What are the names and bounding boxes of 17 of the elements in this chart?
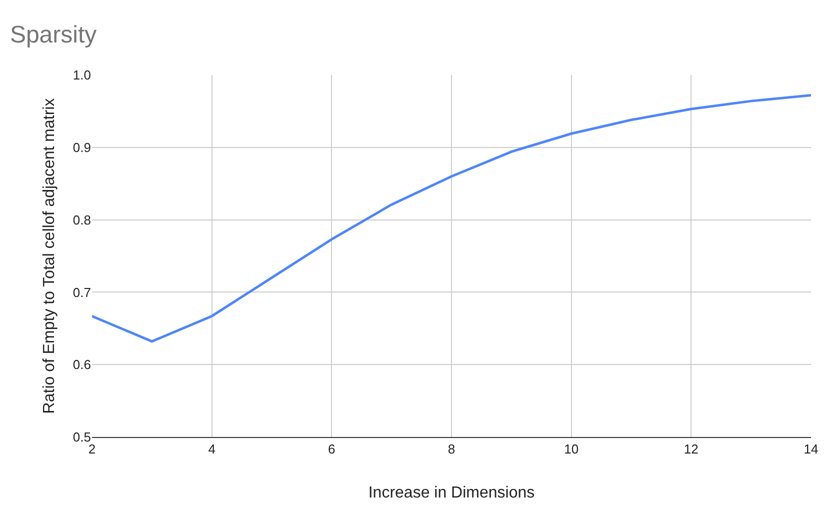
chart-title: Sparsity <box>10 21 97 48</box>
x-tick-label: 4 <box>208 442 216 457</box>
line-series <box>92 94 811 343</box>
x-tick-label: 14 <box>804 442 818 457</box>
y-tick-label: 0.6 <box>72 357 91 372</box>
y-tick-label: 1.0 <box>72 68 91 83</box>
y-tick-label: 0.9 <box>72 140 91 155</box>
x-axis-title: Increase in Dimensions <box>368 484 535 502</box>
x-tick-label: 12 <box>684 442 698 457</box>
y-tick-label: 0.7 <box>72 284 91 300</box>
x-tick-label: 8 <box>448 442 456 457</box>
x-tick-label: 10 <box>564 442 579 457</box>
y-tick-label: 0.8 <box>72 212 91 228</box>
y-axis-title: Ratio of Empty to Total cellof adjacent matrix <box>40 98 58 414</box>
x-tick-label: 2 <box>88 442 96 457</box>
x-tick-label: 6 <box>328 442 336 457</box>
y-tick-label: 0.5 <box>72 430 91 445</box>
